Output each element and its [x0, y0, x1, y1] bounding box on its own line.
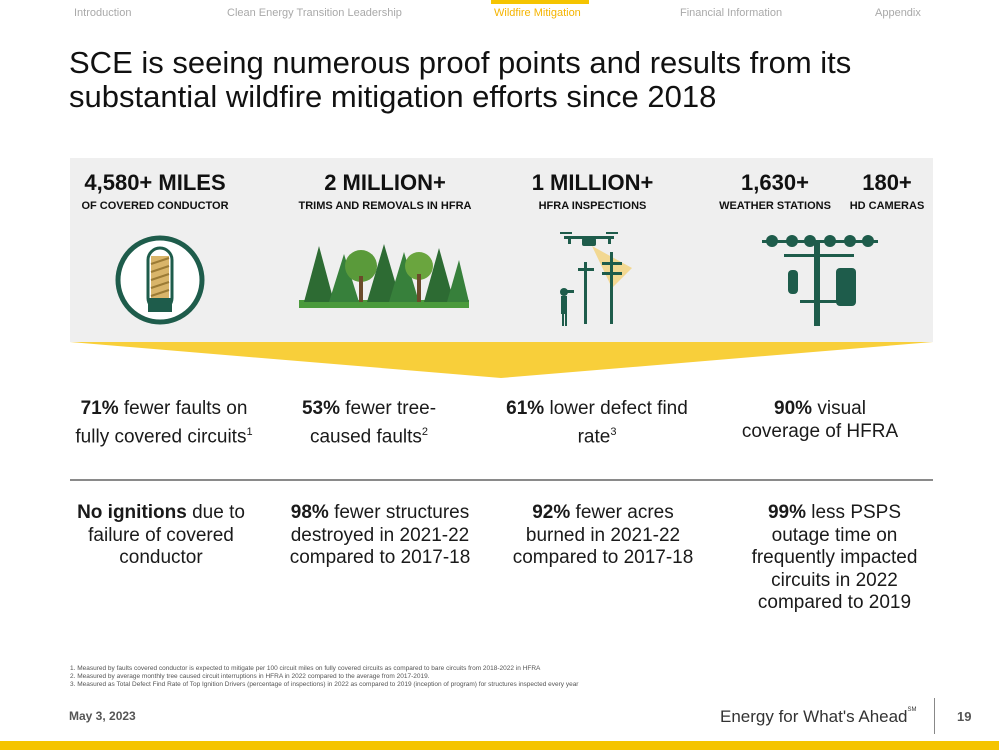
footnote-ref: 1	[246, 425, 253, 438]
footer-date: May 3, 2023	[69, 709, 136, 723]
result-text: fewer faults on fully covered circuits	[75, 398, 248, 447]
result-highlight: 92%	[532, 502, 571, 523]
nav-item-financial-information[interactable]: Financial Information	[680, 7, 783, 19]
stat-value: 1,630+	[741, 170, 809, 195]
stat-value: 180+	[862, 170, 912, 195]
result-visual-coverage: 90% visual coverage of HFRA	[735, 398, 905, 443]
nav-item-appendix[interactable]: Appendix	[875, 7, 921, 19]
stat-label: HFRA INSPECTIONS	[538, 200, 647, 212]
result-text: visual coverage of HFRA	[741, 398, 899, 442]
result-text: fewer tree-caused faults	[309, 398, 437, 447]
forest-trees-icon	[299, 244, 469, 308]
footnote-ref: 2	[421, 425, 429, 438]
stats-band	[70, 158, 933, 342]
top-nav: Introduction Clean Energy Transition Lea…	[0, 0, 999, 22]
stat-value: 2 MILLION+	[324, 170, 446, 195]
footnote-ref: 3	[610, 425, 617, 438]
footnotes: 1. Measured by faults covered conductor …	[70, 665, 578, 689]
stat-covered-conductor: 4,580+ MILES OF COVERED CONDUCTOR	[70, 171, 240, 213]
result-structures: 98% fewer structures destroyed in 2021-2…	[285, 502, 475, 570]
result-text: less PSPS outage time on frequently impa…	[751, 502, 918, 613]
weather-station-camera-icon	[762, 235, 878, 326]
stat-label: OF COVERED CONDUCTOR	[81, 200, 229, 212]
stat-weather-stations: 1,630+ WEATHER STATIONS	[710, 171, 840, 213]
result-no-ignitions: No ignitions due to failure of covered c…	[66, 502, 256, 570]
drone-inspection-icon	[560, 232, 632, 326]
footer-tagline: Energy for What's AheadSM	[720, 707, 917, 727]
stat-value: 4,580+ MILES	[84, 170, 226, 195]
nav-item-clean-energy[interactable]: Clean Energy Transition Leadership	[227, 7, 402, 19]
tagline-text: Energy for What's Ahead	[720, 707, 908, 726]
result-acres-burned: 92% fewer acres burned in 2021-22 compar…	[508, 502, 698, 570]
result-highlight: 71%	[80, 398, 119, 419]
stat-trims: 2 MILLION+ TRIMS AND REMOVALS IN HFRA	[275, 171, 495, 213]
result-highlight: 98%	[290, 502, 329, 523]
chevron-arrow	[70, 342, 933, 378]
result-highlight: 61%	[506, 398, 545, 419]
page-number: 19	[957, 709, 972, 724]
bottom-accent-bar	[0, 741, 999, 750]
footnote-1: 1. Measured by faults covered conductor …	[70, 665, 541, 672]
footer-separator	[934, 698, 935, 734]
result-text: fewer structures destroyed in 2021-22 co…	[289, 502, 471, 568]
stat-label: TRIMS AND REMOVALS IN HFRA	[298, 200, 472, 212]
stat-label: WEATHER STATIONS	[719, 200, 831, 212]
stat-label: HD CAMERAS	[849, 200, 925, 212]
service-mark: SM	[907, 707, 917, 713]
nav-item-introduction[interactable]: Introduction	[74, 7, 132, 19]
page-title: SCE is seeing numerous proof points and …	[69, 45, 852, 114]
result-highlight: 53%	[301, 398, 340, 419]
result-psps-outage: 99% less PSPS outage time on frequently …	[737, 502, 932, 615]
stat-inspections: 1 MILLION+ HFRA INSPECTIONS	[505, 171, 680, 213]
covered-conductor-icon	[115, 235, 205, 325]
result-faults: 71% fewer faults on fully covered circui…	[69, 398, 259, 448]
active-tab-indicator	[491, 0, 589, 4]
result-highlight: No ignitions	[77, 502, 187, 523]
nav-item-wildfire-mitigation[interactable]: Wildfire Mitigation	[494, 7, 581, 19]
result-text: lower defect find rate	[544, 398, 688, 447]
result-tree-faults: 53% fewer tree-caused faults2	[274, 398, 464, 448]
result-text: fewer acres burned in 2021-22 compared t…	[512, 502, 694, 568]
footnote-2: 2. Measured by average monthly tree caus…	[70, 673, 430, 680]
result-highlight: 99%	[767, 502, 806, 523]
footnote-3: 3. Measured as Total Defect Find Rate of…	[70, 681, 579, 688]
result-text: due to failure of covered conductor	[88, 502, 245, 568]
stat-value: 1 MILLION+	[531, 170, 654, 195]
result-highlight: 90%	[774, 398, 813, 419]
result-defect-rate: 61% lower defect find rate3	[502, 398, 692, 448]
stat-hd-cameras: 180+ HD CAMERAS	[842, 171, 932, 213]
row-divider	[70, 479, 933, 481]
